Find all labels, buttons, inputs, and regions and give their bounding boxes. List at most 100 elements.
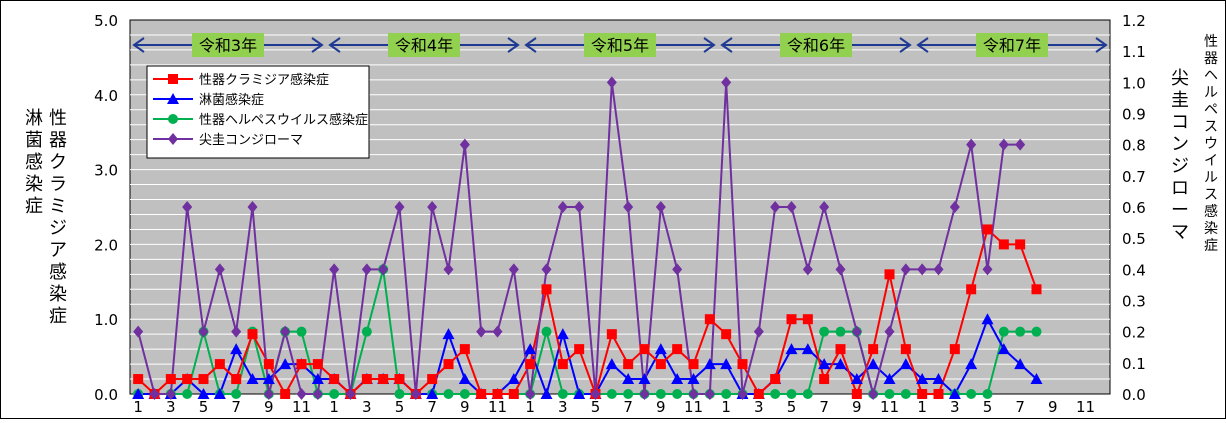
data-point — [998, 326, 1009, 337]
x-tick-label: 11 — [684, 398, 703, 416]
data-point — [394, 389, 405, 399]
data-point — [949, 201, 960, 213]
era-arrow-head-right — [1095, 37, 1108, 53]
data-point — [524, 343, 537, 355]
legend-marker — [168, 114, 178, 124]
era-label-box — [192, 33, 264, 57]
data-point — [965, 358, 978, 370]
data-point — [1014, 358, 1027, 370]
data-point — [311, 373, 324, 385]
data-point — [361, 263, 372, 276]
data-point — [279, 358, 292, 370]
data-point — [982, 224, 993, 235]
x-tick-label: 9 — [264, 398, 274, 416]
era-arrow-head-right — [311, 37, 324, 53]
era-bands: 令和3年 令和4年 令和5年 令和6年 令和7年 — [132, 33, 1108, 57]
y-right-tick-label: 1.1 — [1122, 43, 1146, 61]
era-label: 令和4年 — [395, 36, 453, 55]
data-point — [997, 343, 1010, 355]
data-point — [214, 359, 225, 370]
data-point — [868, 344, 879, 355]
data-point — [737, 388, 748, 400]
data-point — [819, 326, 830, 337]
era-label-box — [388, 33, 460, 57]
data-point — [507, 373, 520, 385]
y-right-tick-label: 0.8 — [1122, 137, 1146, 155]
x-tick-label: 7 — [819, 398, 829, 416]
x-tick-label: 7 — [1015, 398, 1025, 416]
data-point — [606, 329, 617, 340]
x-tick-label: 5 — [199, 398, 209, 416]
data-point — [623, 359, 634, 370]
data-point — [459, 138, 470, 151]
legend-marker — [168, 133, 178, 145]
data-point — [378, 263, 389, 276]
legend-label: 性器クラミジア感染症 — [199, 72, 329, 88]
data-point — [214, 263, 225, 276]
data-point — [262, 373, 275, 385]
data-point — [525, 388, 536, 400]
data-point — [785, 343, 798, 355]
legend-label: 淋菌感染症 — [199, 92, 264, 108]
data-point — [574, 201, 585, 213]
data-point — [133, 325, 144, 338]
x-tick-label: 9 — [852, 398, 862, 416]
x-tick-label: 1 — [917, 398, 927, 416]
data-point — [198, 325, 209, 338]
data-point — [213, 388, 226, 399]
data-point — [981, 313, 994, 325]
legend-label: 性器ヘルペスウイルス感染症 — [199, 112, 368, 128]
data-point — [900, 344, 911, 355]
data-point — [230, 343, 243, 355]
data-point — [655, 201, 666, 213]
data-point — [312, 388, 323, 400]
data-point — [426, 388, 439, 399]
data-point — [345, 388, 356, 400]
data-point — [525, 359, 536, 370]
x-tick-label: 3 — [362, 398, 372, 416]
data-point — [655, 359, 666, 370]
data-point — [443, 263, 454, 276]
data-point — [900, 263, 911, 276]
y-right-tick-label: 0.2 — [1122, 324, 1146, 342]
data-point — [884, 325, 895, 338]
data-point — [263, 388, 274, 400]
data-point — [721, 76, 732, 89]
data-point — [770, 201, 781, 213]
data-point — [770, 389, 781, 399]
x-tick-label: 5 — [983, 398, 993, 416]
data-point — [704, 314, 715, 325]
y-left-title-b: 性器クラミジア感染症 — [49, 108, 67, 327]
data-point — [492, 389, 503, 399]
data-point — [933, 263, 944, 276]
data-point — [247, 329, 258, 340]
x-tick-label: 5 — [395, 398, 405, 416]
data-point — [835, 263, 846, 276]
data-point — [834, 358, 847, 370]
x-tick-label: 11 — [292, 398, 311, 416]
data-point — [410, 388, 421, 400]
data-point — [198, 374, 209, 385]
data-point — [851, 325, 862, 338]
data-point — [541, 284, 552, 295]
data-point — [704, 388, 715, 400]
data-point — [443, 389, 454, 399]
series-markers — [132, 76, 1043, 400]
data-point — [182, 374, 193, 385]
era-arrow-head-left — [524, 37, 537, 53]
data-point — [868, 388, 879, 400]
data-point — [688, 359, 699, 370]
data-point — [606, 76, 617, 89]
data-point — [296, 388, 307, 400]
data-point — [639, 344, 650, 355]
data-point — [508, 263, 519, 276]
data-point — [329, 263, 340, 276]
data-point — [932, 373, 945, 385]
x-tick-label: 9 — [656, 398, 666, 416]
data-point — [687, 373, 700, 385]
data-point — [819, 201, 830, 213]
data-point — [263, 359, 274, 370]
x-tick-label: 3 — [558, 398, 568, 416]
data-point — [476, 325, 487, 338]
data-point — [459, 389, 470, 399]
